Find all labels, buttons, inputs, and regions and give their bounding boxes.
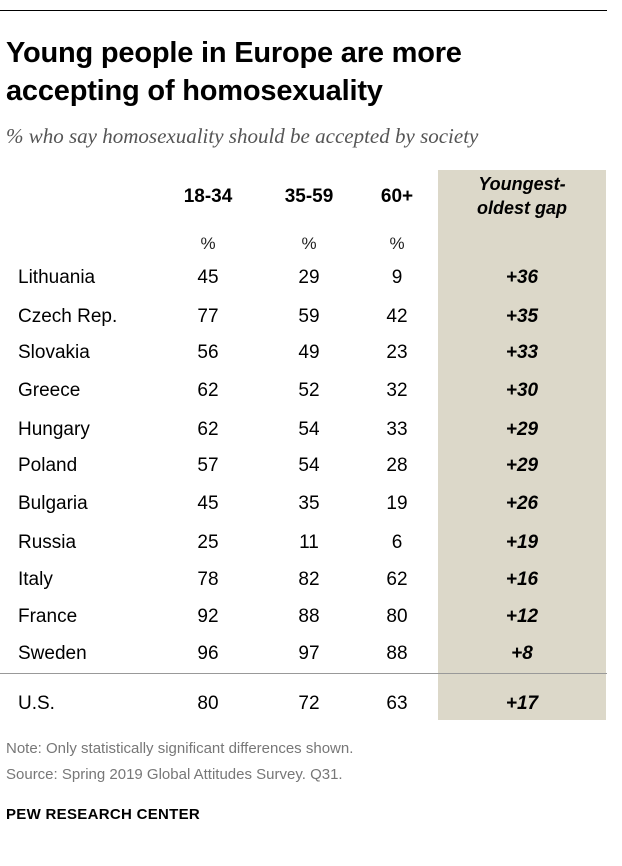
gap-value: +29	[505, 455, 539, 476]
gap-value: +8	[511, 643, 533, 664]
value-35-59: 54	[298, 419, 320, 440]
value-35-59: 72	[298, 693, 320, 714]
value-35-59: 59	[298, 306, 320, 327]
value-60-plus: 32	[386, 380, 408, 401]
value-60-plus: 88	[386, 643, 408, 664]
column-header-60-plus: 60+	[380, 186, 414, 207]
gap-value: +26	[505, 493, 539, 514]
value-35-59: 35	[298, 493, 320, 514]
value-60-plus: 33	[386, 419, 408, 440]
country-name: Bulgaria	[18, 493, 88, 514]
value-60-plus: 63	[386, 693, 408, 714]
value-18-34: 62	[197, 419, 219, 440]
value-60-plus: 80	[386, 606, 408, 627]
gap-header-line-2: oldest gap	[476, 198, 567, 218]
gap-value: +33	[505, 342, 539, 363]
gap-value: +35	[505, 306, 539, 327]
gap-column-header: Youngest- oldest gap	[438, 172, 606, 220]
gap-header-line-1: Youngest-	[478, 174, 566, 194]
value-60-plus: 28	[386, 455, 408, 476]
value-60-plus: 6	[391, 532, 403, 553]
value-18-34: 45	[197, 493, 219, 514]
value-18-34: 25	[197, 532, 219, 553]
table-row: Czech Rep. 77 59 42 +35	[0, 304, 607, 341]
value-60-plus: 42	[386, 306, 408, 327]
country-name: Czech Rep.	[18, 306, 118, 327]
unit-label-18-34: %	[200, 234, 216, 253]
gap-value: +16	[505, 569, 539, 590]
country-name: Sweden	[18, 643, 87, 664]
value-35-59: 82	[298, 569, 320, 590]
column-header-35-59: 35-59	[284, 186, 334, 207]
gap-value: +12	[505, 606, 539, 627]
table-row: Hungary 62 54 33 +29	[0, 417, 607, 454]
country-name: Greece	[18, 380, 81, 401]
value-60-plus: 9	[391, 267, 403, 288]
top-rule	[0, 10, 607, 11]
table-row: Poland 57 54 28 +29	[0, 453, 607, 490]
chart-title: Young people in Europe are more acceptin…	[6, 37, 462, 107]
value-18-34: 77	[197, 306, 219, 327]
table-row: France 92 88 80 +12	[0, 604, 607, 641]
unit-label-60-plus: %	[389, 234, 405, 253]
value-35-59: 49	[298, 342, 320, 363]
source-text: Source: Spring 2019 Global Attitudes Sur…	[6, 766, 343, 783]
country-name: Lithuania	[18, 267, 96, 288]
table-row: Bulgaria 45 35 19 +26	[0, 491, 607, 528]
gap-column-background	[438, 170, 606, 720]
value-18-34: 45	[197, 267, 219, 288]
country-name: Poland	[18, 455, 78, 476]
gap-value: +29	[505, 419, 539, 440]
column-header-18-34: 18-34	[183, 186, 233, 207]
table-row: Sweden 96 97 88 +8	[0, 641, 607, 678]
country-name: Russia	[18, 532, 77, 553]
value-18-34: 56	[197, 342, 219, 363]
country-name: Hungary	[18, 419, 90, 440]
value-18-34: 92	[197, 606, 219, 627]
value-60-plus: 62	[386, 569, 408, 590]
country-name: U.S.	[18, 693, 55, 714]
gap-value: +30	[505, 380, 539, 401]
value-18-34: 57	[197, 455, 219, 476]
value-18-34: 96	[197, 643, 219, 664]
value-35-59: 97	[298, 643, 320, 664]
gap-value: +19	[505, 532, 539, 553]
brand-label: PEW RESEARCH CENTER	[6, 806, 201, 823]
value-35-59: 54	[298, 455, 320, 476]
value-18-34: 62	[197, 380, 219, 401]
value-18-34: 78	[197, 569, 219, 590]
table-row: Russia 25 11 6 +19	[0, 530, 607, 567]
us-separator-rule	[0, 673, 607, 674]
value-60-plus: 23	[386, 342, 408, 363]
unit-label-35-59: %	[301, 234, 317, 253]
table-row: Greece 62 52 32 +30	[0, 378, 607, 415]
chart-subtitle: % who say homosexuality should be accept…	[6, 124, 479, 148]
value-18-34: 80	[197, 693, 219, 714]
table-row: Slovakia 56 49 23 +33	[0, 340, 607, 377]
value-60-plus: 19	[386, 493, 408, 514]
table-row: Lithuania 45 29 9 +36	[0, 265, 607, 302]
country-name: France	[18, 606, 78, 627]
value-35-59: 11	[299, 532, 319, 553]
gap-value: +17	[505, 693, 539, 714]
value-35-59: 52	[298, 380, 320, 401]
country-name: Italy	[18, 569, 53, 590]
value-35-59: 29	[298, 267, 320, 288]
note-text: Note: Only statistically significant dif…	[6, 740, 354, 757]
table-row: U.S. 80 72 63 +17	[0, 691, 607, 728]
gap-value: +36	[505, 267, 539, 288]
value-35-59: 88	[298, 606, 320, 627]
table-row: Italy 78 82 62 +16	[0, 567, 607, 604]
country-name: Slovakia	[18, 342, 90, 363]
